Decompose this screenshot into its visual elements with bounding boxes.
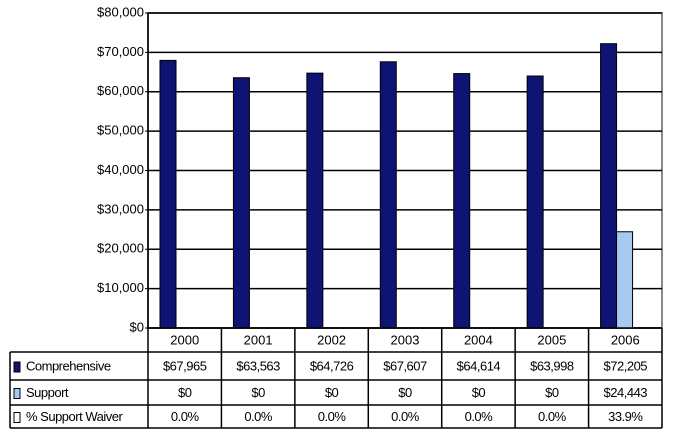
table-cell: 0.0% [391, 409, 420, 424]
x-tick-label: 2005 [537, 332, 566, 347]
y-tick-label: $40,000 [97, 162, 144, 177]
table-cell: $64,726 [310, 358, 354, 373]
table-cell: $0 [325, 385, 339, 400]
legend-key [13, 361, 21, 373]
y-tick-label: $50,000 [97, 123, 144, 138]
y-tick-label: $10,000 [97, 280, 144, 295]
table-cell: $63,998 [530, 358, 574, 373]
table-cell: $0 [472, 385, 486, 400]
x-tick-label: 2003 [391, 332, 420, 347]
y-tick-label: $30,000 [97, 201, 144, 216]
table-cell: 0.0% [318, 409, 347, 424]
bar [453, 73, 471, 329]
y-tick-label: $0 [130, 319, 144, 334]
x-tick-label: 2006 [611, 332, 640, 347]
bar [232, 77, 250, 329]
x-tick-label: 2004 [464, 332, 493, 347]
legend-key [13, 388, 21, 399]
table-cell: 0.0% [538, 409, 567, 424]
x-tick-label: 2001 [244, 332, 273, 347]
table-cell: $63,563 [236, 358, 280, 373]
table-cell: $72,205 [604, 358, 648, 373]
table-cell: $24,443 [604, 385, 648, 400]
x-tick-label: 2000 [170, 332, 199, 347]
bar [379, 61, 397, 329]
bar [616, 231, 634, 329]
bar [159, 59, 177, 329]
table-cell: $0 [545, 385, 559, 400]
table-cell: $0 [178, 385, 192, 400]
table-cell: $67,607 [383, 358, 427, 373]
table-cell: 0.0% [244, 409, 273, 424]
y-tick-label: $70,000 [97, 44, 144, 59]
bar [306, 72, 324, 329]
y-tick-label: $20,000 [97, 241, 144, 256]
legend-label: Comprehensive [26, 358, 111, 373]
table-cell: $0 [251, 385, 265, 400]
bar [526, 75, 544, 329]
table-cell: 0.0% [465, 409, 494, 424]
table-cell: 33.9% [608, 409, 643, 424]
y-tick-label: $60,000 [97, 83, 144, 98]
legend-label: Support [26, 385, 69, 400]
legend-label: % Support Waiver [26, 409, 123, 424]
x-tick-label: 2002 [317, 332, 346, 347]
y-tick-label: $80,000 [97, 4, 144, 19]
legend-key [13, 412, 21, 423]
table-cell: 0.0% [171, 409, 200, 424]
table-cell: $67,965 [163, 358, 207, 373]
bar [600, 43, 618, 329]
table-cell: $0 [398, 385, 412, 400]
table-cell: $64,614 [457, 358, 501, 373]
